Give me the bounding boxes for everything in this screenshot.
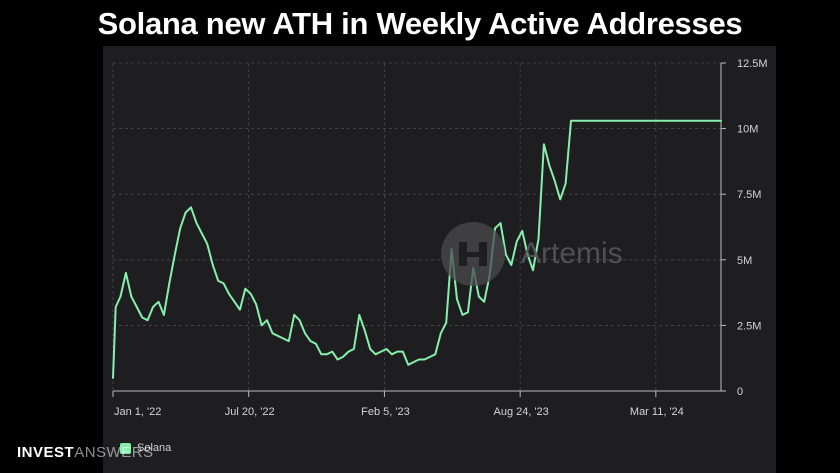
- x-tick-label: Jan 1, '22: [114, 406, 161, 418]
- x-tick-label: Aug 24, '23: [493, 406, 548, 418]
- y-tick-label: 7.5M: [737, 189, 761, 201]
- brand-answers-text: ANSWERS: [74, 444, 154, 461]
- x-tick-label: Feb 5, '23: [361, 406, 410, 418]
- brand-logo: INVESTANSWERS: [17, 444, 154, 461]
- y-tick-label: 2.5M: [737, 320, 761, 332]
- line-chart: 0 2.5M 5M 7.5M 10M 12.5M Jan 1, '22 Jul 20, '22…: [112, 58, 768, 418]
- x-tick-label: Jul 20, '22: [225, 406, 275, 418]
- series-line-solana: [112, 119, 722, 379]
- y-tick-label: 5M: [737, 255, 752, 267]
- chart-legend[interactable]: Solana: [120, 442, 171, 454]
- y-tick-label: 12.5M: [737, 58, 768, 70]
- artemis-watermark: Artemis: [441, 222, 623, 286]
- y-tick-label: 10M: [737, 124, 758, 136]
- legend-swatch: [120, 442, 131, 454]
- artemis-logo-icon: [441, 222, 505, 286]
- y-tick-label: 0: [737, 386, 743, 398]
- watermark-text: Artemis: [521, 237, 623, 270]
- x-tick-label: Mar 11, '24: [630, 406, 684, 418]
- brand-invest-text: INVEST: [17, 444, 75, 461]
- chart-panel: 0 2.5M 5M 7.5M 10M 12.5M Jan 1, '22 Jul 20, '22…: [103, 46, 776, 473]
- legend-label: Solana: [137, 442, 172, 454]
- chart-title: Solana new ATH in Weekly Active Addresse…: [97, 6, 743, 41]
